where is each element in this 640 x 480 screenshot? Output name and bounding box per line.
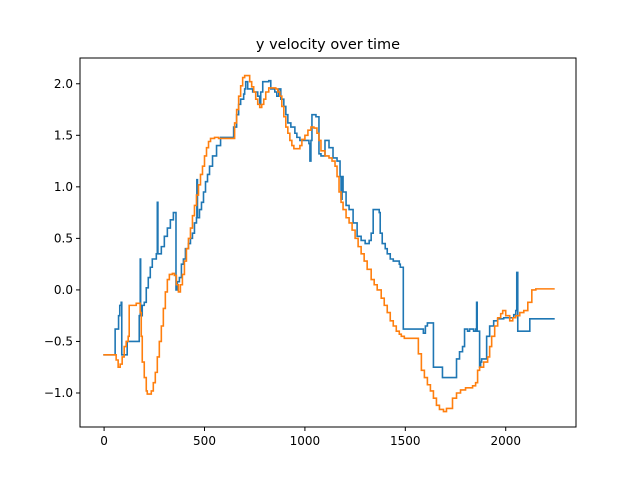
series-line-2: [103, 74, 555, 413]
y-tick-label: −1.0: [44, 386, 73, 400]
series-line-1: [103, 79, 555, 379]
chart-title: y velocity over time: [256, 37, 400, 53]
x-tick-label: 2000: [490, 434, 521, 448]
axes-frame: [79, 57, 577, 428]
y-tick-label: 0.5: [54, 231, 73, 245]
series-layer: [103, 74, 555, 413]
y-tick-label: 1.5: [54, 128, 73, 142]
axes-layer: 0 500 1000 1500 2000 −1.0 −0.5 0.0 0.5 1.0 1.5 2.0: [44, 57, 577, 448]
y-tick-label: 2.0: [54, 77, 73, 91]
y-tick-label: 0.0: [54, 283, 73, 297]
x-tick-label: 0: [100, 434, 108, 448]
x-tick-label: 500: [193, 434, 216, 448]
x-tick-label: 1000: [290, 434, 321, 448]
y-tick-label: 1.0: [54, 180, 73, 194]
y-tick-label: −0.5: [44, 334, 73, 348]
x-tick-label: 1500: [390, 434, 421, 448]
